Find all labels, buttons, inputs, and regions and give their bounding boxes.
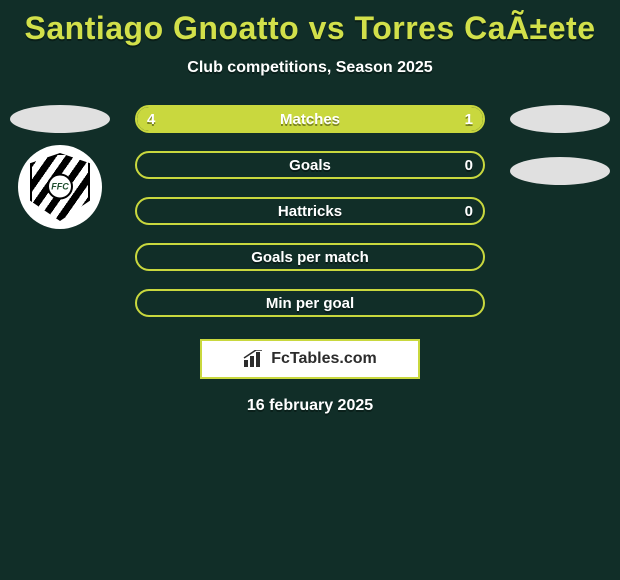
shield-center-icon: FFC — [47, 173, 73, 199]
stat-bar: 0 Goals — [135, 151, 485, 179]
club-badge-left: FFC — [18, 145, 102, 229]
stat-bar: Min per goal — [135, 289, 485, 317]
left-player-column: FFC — [0, 105, 120, 229]
stat-label: Goals — [289, 157, 331, 174]
stat-label: Hattricks — [278, 203, 342, 220]
stat-value-right: 1 — [465, 111, 473, 128]
stat-bars-container: 4 1 Matches 0 Goals 0 Hattricks Goals per match… — [135, 105, 485, 317]
player-silhouette-icon — [510, 157, 610, 185]
stat-bar: 4 1 Matches — [135, 105, 485, 133]
comparison-grid: FFC 4 1 Matches 0 Goals 0 Hattricks Goals per m… — [0, 105, 620, 317]
bar-chart-icon — [243, 350, 265, 368]
player-silhouette-icon — [510, 105, 610, 133]
stat-label: Min per goal — [266, 295, 354, 312]
stat-label: Matches — [280, 111, 340, 128]
page-title: Santiago Gnoatto vs Torres CaÃ±ete — [0, 10, 620, 47]
stat-value-right: 0 — [465, 157, 473, 174]
player-silhouette-icon — [10, 105, 110, 133]
footer-brand-badge: FcTables.com — [200, 339, 420, 379]
stat-label: Goals per match — [251, 249, 369, 266]
stat-value-left: 4 — [147, 111, 155, 128]
footer-date: 16 february 2025 — [0, 397, 620, 415]
footer-brand-text: FcTables.com — [271, 350, 377, 368]
bar-fill-left — [137, 107, 414, 131]
right-player-column — [500, 105, 620, 185]
stat-bar: 0 Hattricks — [135, 197, 485, 225]
page-subtitle: Club competitions, Season 2025 — [0, 59, 620, 77]
stat-value-right: 0 — [465, 203, 473, 220]
stat-bar: Goals per match — [135, 243, 485, 271]
